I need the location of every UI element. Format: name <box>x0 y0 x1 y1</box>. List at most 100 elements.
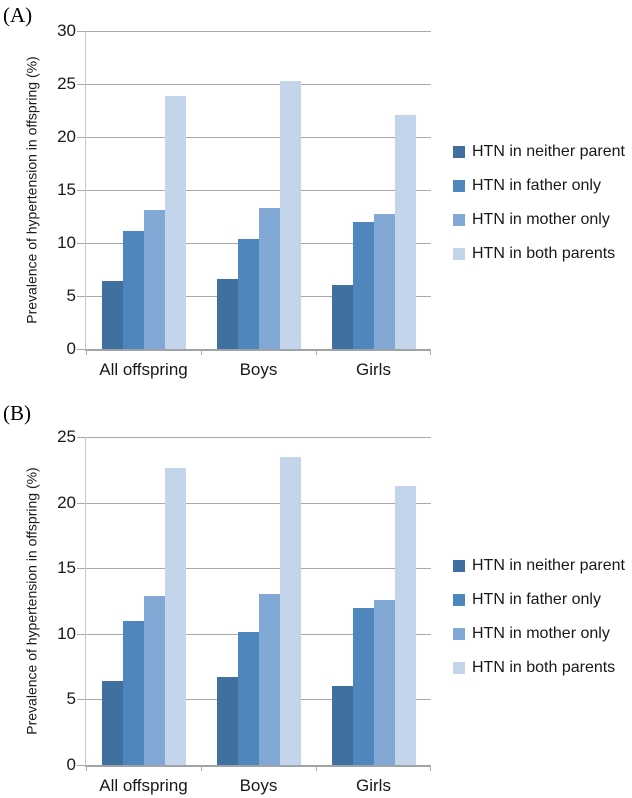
legend-label-4: HTN in both parents <box>472 659 616 676</box>
bar-4-cat-1 <box>165 96 186 349</box>
legend-label-3: HTN in mother only <box>472 211 610 228</box>
y-axis-tick <box>77 31 85 32</box>
gridline <box>86 137 431 138</box>
legend-swatch-2 <box>453 594 465 606</box>
x-axis-tick <box>316 765 317 771</box>
y-tick-label: 20 <box>57 127 76 146</box>
bar-4-cat-2 <box>280 81 301 349</box>
x-axis-tick <box>430 349 431 355</box>
plot-area-b: 0 5 10 15 20 25 All offspring Boys Girls <box>57 427 431 795</box>
gridline <box>86 190 431 191</box>
legend-label-1: HTN in neither parent <box>472 557 625 574</box>
x-category-label: Girls <box>356 776 391 795</box>
legend-label-1: HTN in neither parent <box>472 143 625 160</box>
gridline <box>86 503 431 504</box>
y-tick-label: 0 <box>66 755 76 774</box>
legend-row-3: HTN in mother only <box>453 203 631 237</box>
bar-2-cat-2 <box>238 632 259 765</box>
x-category-label: All offspring <box>99 776 188 795</box>
y-tick-label: 5 <box>66 689 76 708</box>
gridline <box>86 437 431 438</box>
y-tick-label: 25 <box>57 74 76 93</box>
y-tick-label: 30 <box>57 21 76 40</box>
bar-3-cat-1 <box>144 596 165 765</box>
y-axis-tick <box>77 137 85 138</box>
bar-4-cat-1 <box>165 468 186 765</box>
y-axis-tick <box>77 765 85 766</box>
legend-row-1: HTN in neither parent <box>453 135 631 169</box>
legend-row-2: HTN in father only <box>453 583 631 617</box>
gridline <box>86 84 431 85</box>
y-tick-label: 15 <box>57 558 76 577</box>
x-axis-tick <box>86 349 87 355</box>
bar-4-cat-2 <box>280 457 301 765</box>
legend-row-1: HTN in neither parent <box>453 549 631 583</box>
y-axis-tick <box>77 437 85 438</box>
plot-area-a: 0 5 10 15 20 25 30 All offspring Boys Girls <box>57 21 431 379</box>
legend-swatch-3 <box>453 214 465 226</box>
bar-2-cat-2 <box>238 239 259 349</box>
x-axis-tick <box>430 765 431 771</box>
bar-4-cat-3 <box>395 486 416 765</box>
panel-b-label: (B) <box>3 401 31 425</box>
legend-row-4: HTN in both parents <box>453 651 631 685</box>
x-category-label: All offspring <box>99 360 188 379</box>
y-axis-tick <box>77 190 85 191</box>
x-category-label: Boys <box>239 360 278 379</box>
panel-a-label: (A) <box>3 3 33 27</box>
y-tick-label: 10 <box>57 624 76 643</box>
bar-4-cat-3 <box>395 115 416 349</box>
y-tick-label: 25 <box>57 427 76 446</box>
y-tick-label: 5 <box>66 286 76 305</box>
x-category-label: Boys <box>239 776 278 795</box>
x-axis-tick <box>316 349 317 355</box>
y-axis-tick <box>77 243 85 244</box>
bar-1-cat-2 <box>217 279 238 349</box>
legend-label-2: HTN in father only <box>472 177 601 194</box>
legend-label-4: HTN in both parents <box>472 245 616 262</box>
y-axis-tick <box>77 349 85 350</box>
y-tick-label: 15 <box>57 180 76 199</box>
bar-3-cat-3 <box>374 214 395 349</box>
bar-3-cat-1 <box>144 210 165 349</box>
legend-swatch-4 <box>453 662 465 674</box>
bar-1-cat-1 <box>102 281 123 349</box>
bar-2-cat-3 <box>353 608 374 765</box>
legend-swatch-3 <box>453 628 465 640</box>
bar-2-cat-3 <box>353 222 374 349</box>
bar-1-cat-3 <box>332 285 353 349</box>
x-axis-tick <box>201 765 202 771</box>
y-tick-label: 20 <box>57 493 76 512</box>
y-axis-tick <box>77 296 85 297</box>
x-axis-tick <box>201 349 202 355</box>
legend-swatch-2 <box>453 180 465 192</box>
legend-swatch-4 <box>453 248 465 260</box>
gridline <box>86 31 431 32</box>
legend-a: HTN in neither parent HTN in father only H… <box>453 135 631 271</box>
gridline <box>86 568 431 569</box>
bar-2-cat-1 <box>123 231 144 349</box>
legend-row-3: HTN in mother only <box>453 617 631 651</box>
y-axis-tick <box>77 503 85 504</box>
x-axis-tick <box>86 765 87 771</box>
y-tick-label: 10 <box>57 233 76 252</box>
bar-3-cat-2 <box>259 208 280 349</box>
legend-swatch-1 <box>453 560 465 572</box>
y-axis-tick <box>77 568 85 569</box>
legend-label-3: HTN in mother only <box>472 625 610 642</box>
legend-row-2: HTN in father only <box>453 169 631 203</box>
legend-b: HTN in neither parent HTN in father only H… <box>453 549 631 685</box>
bar-2-cat-1 <box>123 621 144 765</box>
x-category-label: Girls <box>356 360 391 379</box>
legend-label-2: HTN in father only <box>472 591 601 608</box>
y-axis-tick <box>77 84 85 85</box>
legend-row-4: HTN in both parents <box>453 237 631 271</box>
bar-1-cat-1 <box>102 681 123 765</box>
legend-swatch-1 <box>453 146 465 158</box>
bar-3-cat-3 <box>374 600 395 765</box>
bar-1-cat-3 <box>332 686 353 765</box>
y-axis-title-wrap-b: Prevalence of hypertension in offspring … <box>20 437 44 765</box>
y-tick-label: 0 <box>66 339 76 358</box>
y-axis-tick <box>77 699 85 700</box>
